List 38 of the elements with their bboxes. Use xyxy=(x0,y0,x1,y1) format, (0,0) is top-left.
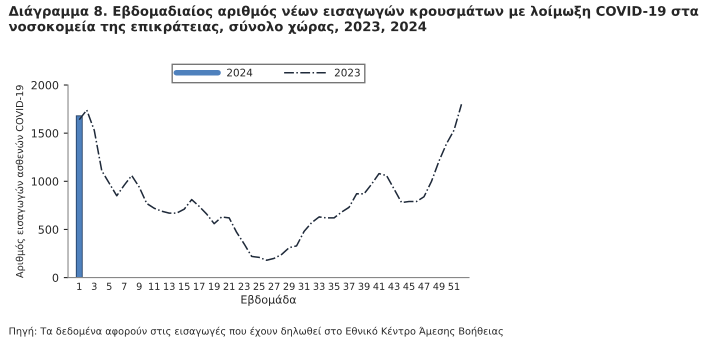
x-tick-label: 47 xyxy=(418,282,430,290)
line-series xyxy=(78,104,462,262)
x-tick-label: 51 xyxy=(448,282,460,290)
x-tick-label: 49 xyxy=(433,282,445,290)
x-tick-label: 29 xyxy=(284,282,295,290)
y-axis-title: Αριθμός εισαγωγών ασθενών COVID-19 xyxy=(15,85,26,278)
x-tick-label: 37 xyxy=(344,282,354,290)
x-tick-label: 35 xyxy=(328,282,340,290)
x-tick-label: 11 xyxy=(149,282,160,290)
x-tick-label: 33 xyxy=(314,282,324,290)
x-tick-label: 9 xyxy=(136,282,142,290)
y-tick-label: 1500 xyxy=(32,129,58,138)
y-tick-label: 500 xyxy=(38,225,58,234)
y-tick-label: 1000 xyxy=(32,177,58,186)
x-tick-label: 1 xyxy=(77,282,82,290)
x-tick-label: 13 xyxy=(164,282,175,290)
x-tick-label: 23 xyxy=(238,282,250,290)
x-tick-label: 43 xyxy=(388,282,400,290)
x-tick-label: 15 xyxy=(179,282,190,290)
x-tick-label: 31 xyxy=(298,282,310,290)
x-tick-label: 25 xyxy=(254,282,264,290)
x-tick-label: 21 xyxy=(224,282,234,290)
chart-title: Διάγραμμα 8. Εβδομαδιαίος αριθμός νέων εισαγωγών κρουσμάτων με λοίμωξη COVID-19 στα νοσοκομεία της επικράτειας, σύνολο χώρας, 2023, 2024 xyxy=(8,5,698,34)
x-tick-label: 27 xyxy=(268,282,280,290)
x-tick-label: 45 xyxy=(403,282,414,290)
x-axis-title: Εβδομάδα xyxy=(241,294,296,306)
legend-label: 2023 xyxy=(334,68,360,77)
x-tick-label: 5 xyxy=(106,282,112,290)
x-tick-label: 7 xyxy=(122,282,126,290)
text: Πηγή: Τα δεδομένα αφορούν στις εισαγωγές που έχουν δηλωθεί στο Εθνικό Κέντρο Άμεσης Βοήθειας xyxy=(10,326,503,337)
x-tick-label: 17 xyxy=(194,282,205,290)
y-tick-label: 2000 xyxy=(32,80,58,90)
x-tick-label: 41 xyxy=(373,282,384,290)
x-tick-label: 3 xyxy=(92,282,97,290)
x-tick-label: 19 xyxy=(209,282,220,290)
x-tick-label: 39 xyxy=(358,282,370,290)
legend-label: 2024 xyxy=(227,68,252,77)
y-tick-label: 0 xyxy=(52,274,58,282)
